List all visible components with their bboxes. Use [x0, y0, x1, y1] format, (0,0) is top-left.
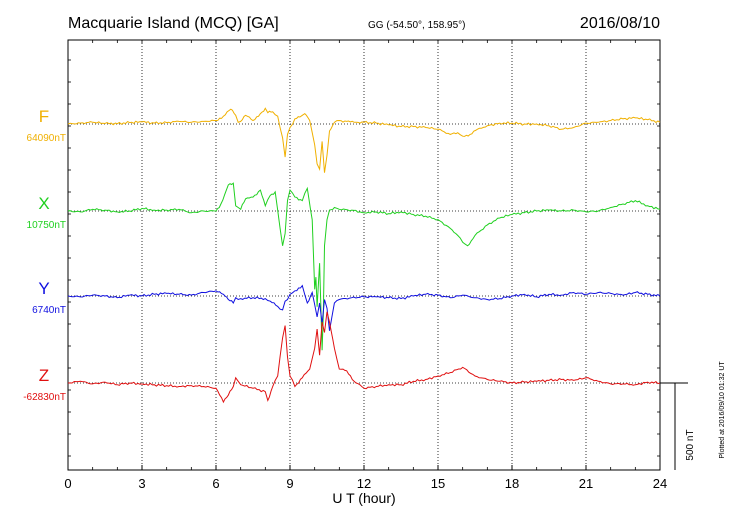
grid — [141, 40, 587, 470]
series-line-f — [67, 107, 661, 173]
x-tick-label: 15 — [431, 476, 445, 491]
series-baseline-x: 10750nT — [27, 220, 66, 231]
series-line-y — [67, 284, 661, 331]
plot-frame — [67, 39, 661, 471]
x-tick-label: 3 — [138, 476, 145, 491]
chart-title: Macquarie Island (MCQ) [GA] — [68, 15, 279, 32]
series-line-z — [67, 311, 661, 404]
series-name-z: Z — [39, 366, 49, 385]
series-name-f: F — [39, 107, 49, 126]
x-tick-label: 9 — [286, 476, 293, 491]
plotted-at-note: Plotted at 2016/09/10 01:32 UT — [719, 361, 726, 459]
series-name-y: Y — [38, 279, 49, 298]
series-group — [67, 107, 661, 404]
series-baseline-y: 6740nT — [32, 305, 66, 316]
x-tick-label: 21 — [579, 476, 593, 491]
x-axis-label: U T (hour) — [332, 490, 395, 506]
x-axis-ticks: 0 3 6 9 12 15 18 21 24 — [64, 40, 667, 491]
series-line-x — [67, 182, 661, 351]
x-tick-label: 6 — [212, 476, 219, 491]
x-tick-label: 24 — [653, 476, 667, 491]
x-tick-label: 0 — [64, 476, 71, 491]
x-tick-label: 18 — [505, 476, 519, 491]
series-baseline-z: -62830nT — [23, 392, 66, 403]
series-labels: F 64090nT X 10750nT Y 6740nT Z -62830nT — [23, 107, 66, 403]
station-coords: GG (-54.50°, 158.95°) — [368, 20, 466, 31]
series-name-x: X — [38, 194, 49, 213]
date-label: 2016/08/10 — [580, 15, 660, 32]
series-baseline-f: 64090nT — [27, 133, 66, 144]
x-tick-label: 12 — [357, 476, 371, 491]
scale-bar-label: 500 nT — [685, 429, 696, 460]
